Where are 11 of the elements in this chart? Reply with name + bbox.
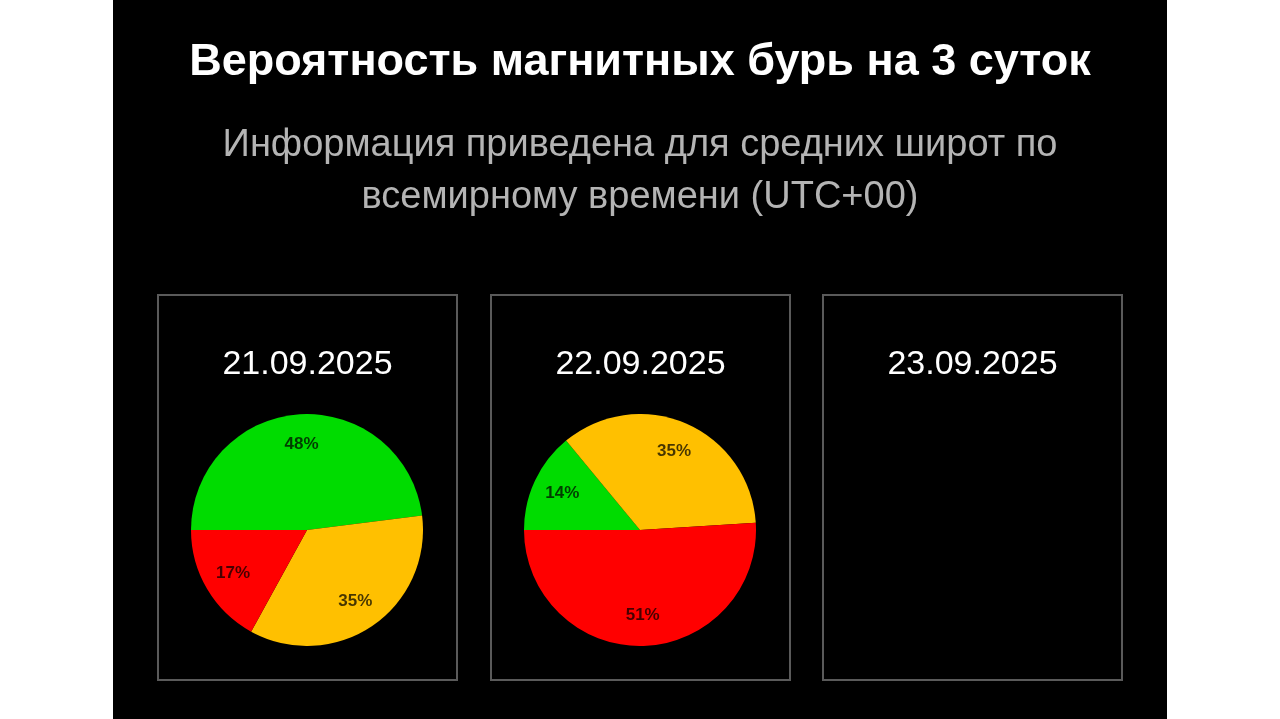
data-label: 14% [545, 483, 580, 503]
text: Информация приведена для средних широт по всемирному времени (UTC+00) [221, 121, 1059, 218]
data-label: 35% [657, 440, 692, 460]
text: 23.09.2025 [886, 342, 1059, 382]
data-label: 35% [338, 590, 373, 610]
data-label: 48% [284, 434, 319, 454]
text: Вероятность магнитных бурь на 3 суток [188, 33, 1092, 87]
chart-title: 22.09.2025 [554, 342, 727, 382]
data-label: 17% [216, 563, 251, 583]
data-label: 51% [625, 605, 660, 625]
chart-title: 21.09.2025 [221, 342, 394, 382]
